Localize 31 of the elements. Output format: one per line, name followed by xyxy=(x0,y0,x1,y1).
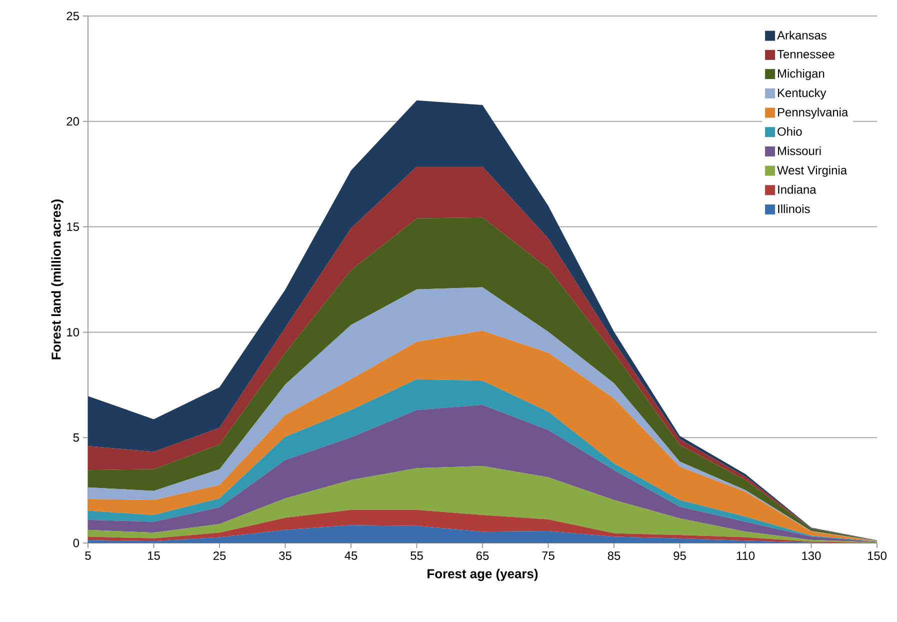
x-tick-label: 85 xyxy=(608,552,620,560)
legend-label: Kentucky xyxy=(778,88,826,100)
x-tick-label: 15 xyxy=(148,552,160,560)
x-tick-label: 65 xyxy=(476,552,489,560)
y-tick-label: 20 xyxy=(66,117,80,126)
x-tick-label: 5 xyxy=(85,552,91,560)
x-tick-label: 25 xyxy=(213,552,226,560)
x-tick-label: 130 xyxy=(802,552,821,560)
y-tick-label: 5 xyxy=(73,433,79,442)
legend-label: Michigan xyxy=(778,68,824,80)
legend-label: Missouri xyxy=(778,146,821,156)
y-tick-label: 10 xyxy=(67,328,80,336)
y-tick-label: 25 xyxy=(66,12,79,20)
legend-label: Illinois xyxy=(778,204,810,214)
x-tick-label: 95 xyxy=(674,552,686,560)
legend-label: Ohio xyxy=(778,127,802,136)
legend-label: Pennsylvania xyxy=(778,108,848,119)
x-tick-label: 150 xyxy=(868,552,887,560)
y-axis-title: Forest land (million acres) xyxy=(51,200,64,360)
legend-label: Indiana xyxy=(778,185,816,194)
x-tick-label: 55 xyxy=(410,552,423,560)
legend-label: Arkansas xyxy=(777,30,826,40)
y-tick-label: 0 xyxy=(73,538,80,548)
y-tick-label: 15 xyxy=(67,222,79,231)
x-tick-label: 110 xyxy=(736,552,755,560)
x-axis-title: Forest age (years) xyxy=(428,568,538,581)
legend-label: Tennessee xyxy=(777,50,834,58)
x-tick-label: 45 xyxy=(344,552,358,560)
legend-label: West Virginia xyxy=(777,166,848,177)
x-tick-label: 35 xyxy=(279,552,292,560)
x-tick-label: 75 xyxy=(542,552,554,560)
